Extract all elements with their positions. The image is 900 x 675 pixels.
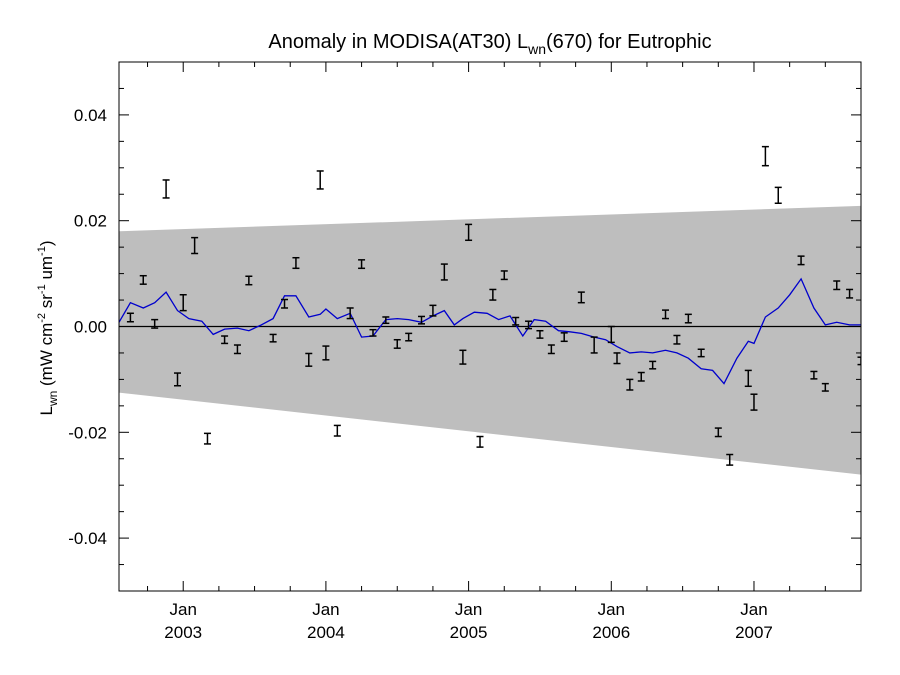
error-bar [179,294,187,312]
error-bar [649,360,657,370]
x-tick-month-label: Jan [455,600,482,619]
error-bar [833,280,841,291]
error-bar [626,378,634,391]
error-bar [547,344,555,355]
ylabel-units-mid2: um [37,256,56,284]
error-bar [607,325,615,344]
error-bar [673,334,681,345]
x-tick-month-label: Jan [312,600,339,619]
error-bar [744,369,752,388]
error-bar [358,259,366,270]
ylabel-main: L [37,406,56,415]
error-bar [269,333,277,343]
ylabel-sup-2: -1 [36,284,48,294]
error-bar [613,352,621,365]
error-bar [489,288,497,301]
error-bar [714,427,722,438]
error-bar [525,320,533,330]
ylabel-units-close: ) [37,240,56,246]
error-bar [810,370,818,380]
error-bar [162,179,170,199]
y-tick-label: 0.04 [74,106,107,125]
error-bar [590,336,598,354]
x-tick-month-label: Jan [170,600,197,619]
error-bar [500,270,508,281]
error-bar [305,352,313,367]
error-bar [440,263,448,281]
error-bar [465,223,473,242]
title-subscript: wn [527,41,546,57]
chart-title: Anomaly in MODISA(AT30) Lwn(670) for Eut… [268,31,711,57]
error-bar [726,453,734,466]
error-bar [662,309,670,320]
y-axis-label: Lwn (mW cm-2 sr-1 um-1) [36,240,60,415]
ylabel-units-mid: sr [37,294,56,313]
error-bar [512,316,520,326]
x-tick-year-label: 2003 [164,623,202,642]
error-bar [139,274,147,285]
error-bar [346,307,354,320]
error-bar [405,332,413,342]
error-bar [429,304,437,317]
error-bar [322,345,330,361]
ylabel-sup-1: -2 [36,313,48,323]
error-bar [382,316,390,325]
y-tick-label: 0.00 [74,318,107,337]
error-bar [476,435,484,448]
error-bar [821,382,829,392]
error-bar [151,318,159,329]
error-bar [797,255,805,266]
error-bar [560,332,568,343]
smoothed-anomaly-line [119,277,861,385]
ylabel-sup-3: -1 [36,246,48,256]
error-bar [281,298,289,309]
error-bar [221,335,229,345]
error-bar [369,328,377,337]
error-bar [292,256,300,270]
error-bar [637,371,645,382]
error-bar [761,145,769,167]
error-bar [245,275,253,286]
x-tick-year-label: 2006 [592,623,630,642]
x-tick-year-label: 2004 [307,623,345,642]
error-bar [774,186,782,204]
y-tick-label: 0.02 [74,212,107,231]
error-bar [577,291,585,304]
y-tick-label: -0.02 [68,423,107,442]
title-suffix: (670) for Eutrophic [546,31,712,53]
error-bar [846,288,854,299]
error-bar [536,329,544,339]
error-bar [126,312,134,323]
uncertainty-band [119,205,861,475]
error-bar [174,372,182,387]
error-bar [191,236,199,255]
error-bar [233,344,241,355]
error-bar [459,349,467,365]
axes: -0.04 -0.02 0.00 0.02 0.04 Jan 2003 Jan 2004 Jan 2… [68,61,862,642]
error-bar [684,313,692,324]
ylabel-units-open: (mW cm [37,323,56,391]
ylabel-subscript: wn [46,391,60,407]
error-bar [333,424,341,437]
x-tick-year-label: 2005 [450,623,488,642]
error-bar [697,348,705,358]
y-tick-label: -0.04 [68,529,107,548]
error-bar [203,432,211,445]
error-bar [393,338,401,349]
error-bar [418,315,426,325]
error-bar [316,170,324,190]
x-tick-month-label: Jan [598,600,625,619]
plot-area [119,145,861,475]
error-bar [750,393,758,411]
error-bar [857,356,861,366]
x-tick-month-label: Jan [740,600,767,619]
x-tick-year-label: 2007 [735,623,773,642]
title-prefix: Anomaly in MODISA(AT30) L [268,31,528,53]
